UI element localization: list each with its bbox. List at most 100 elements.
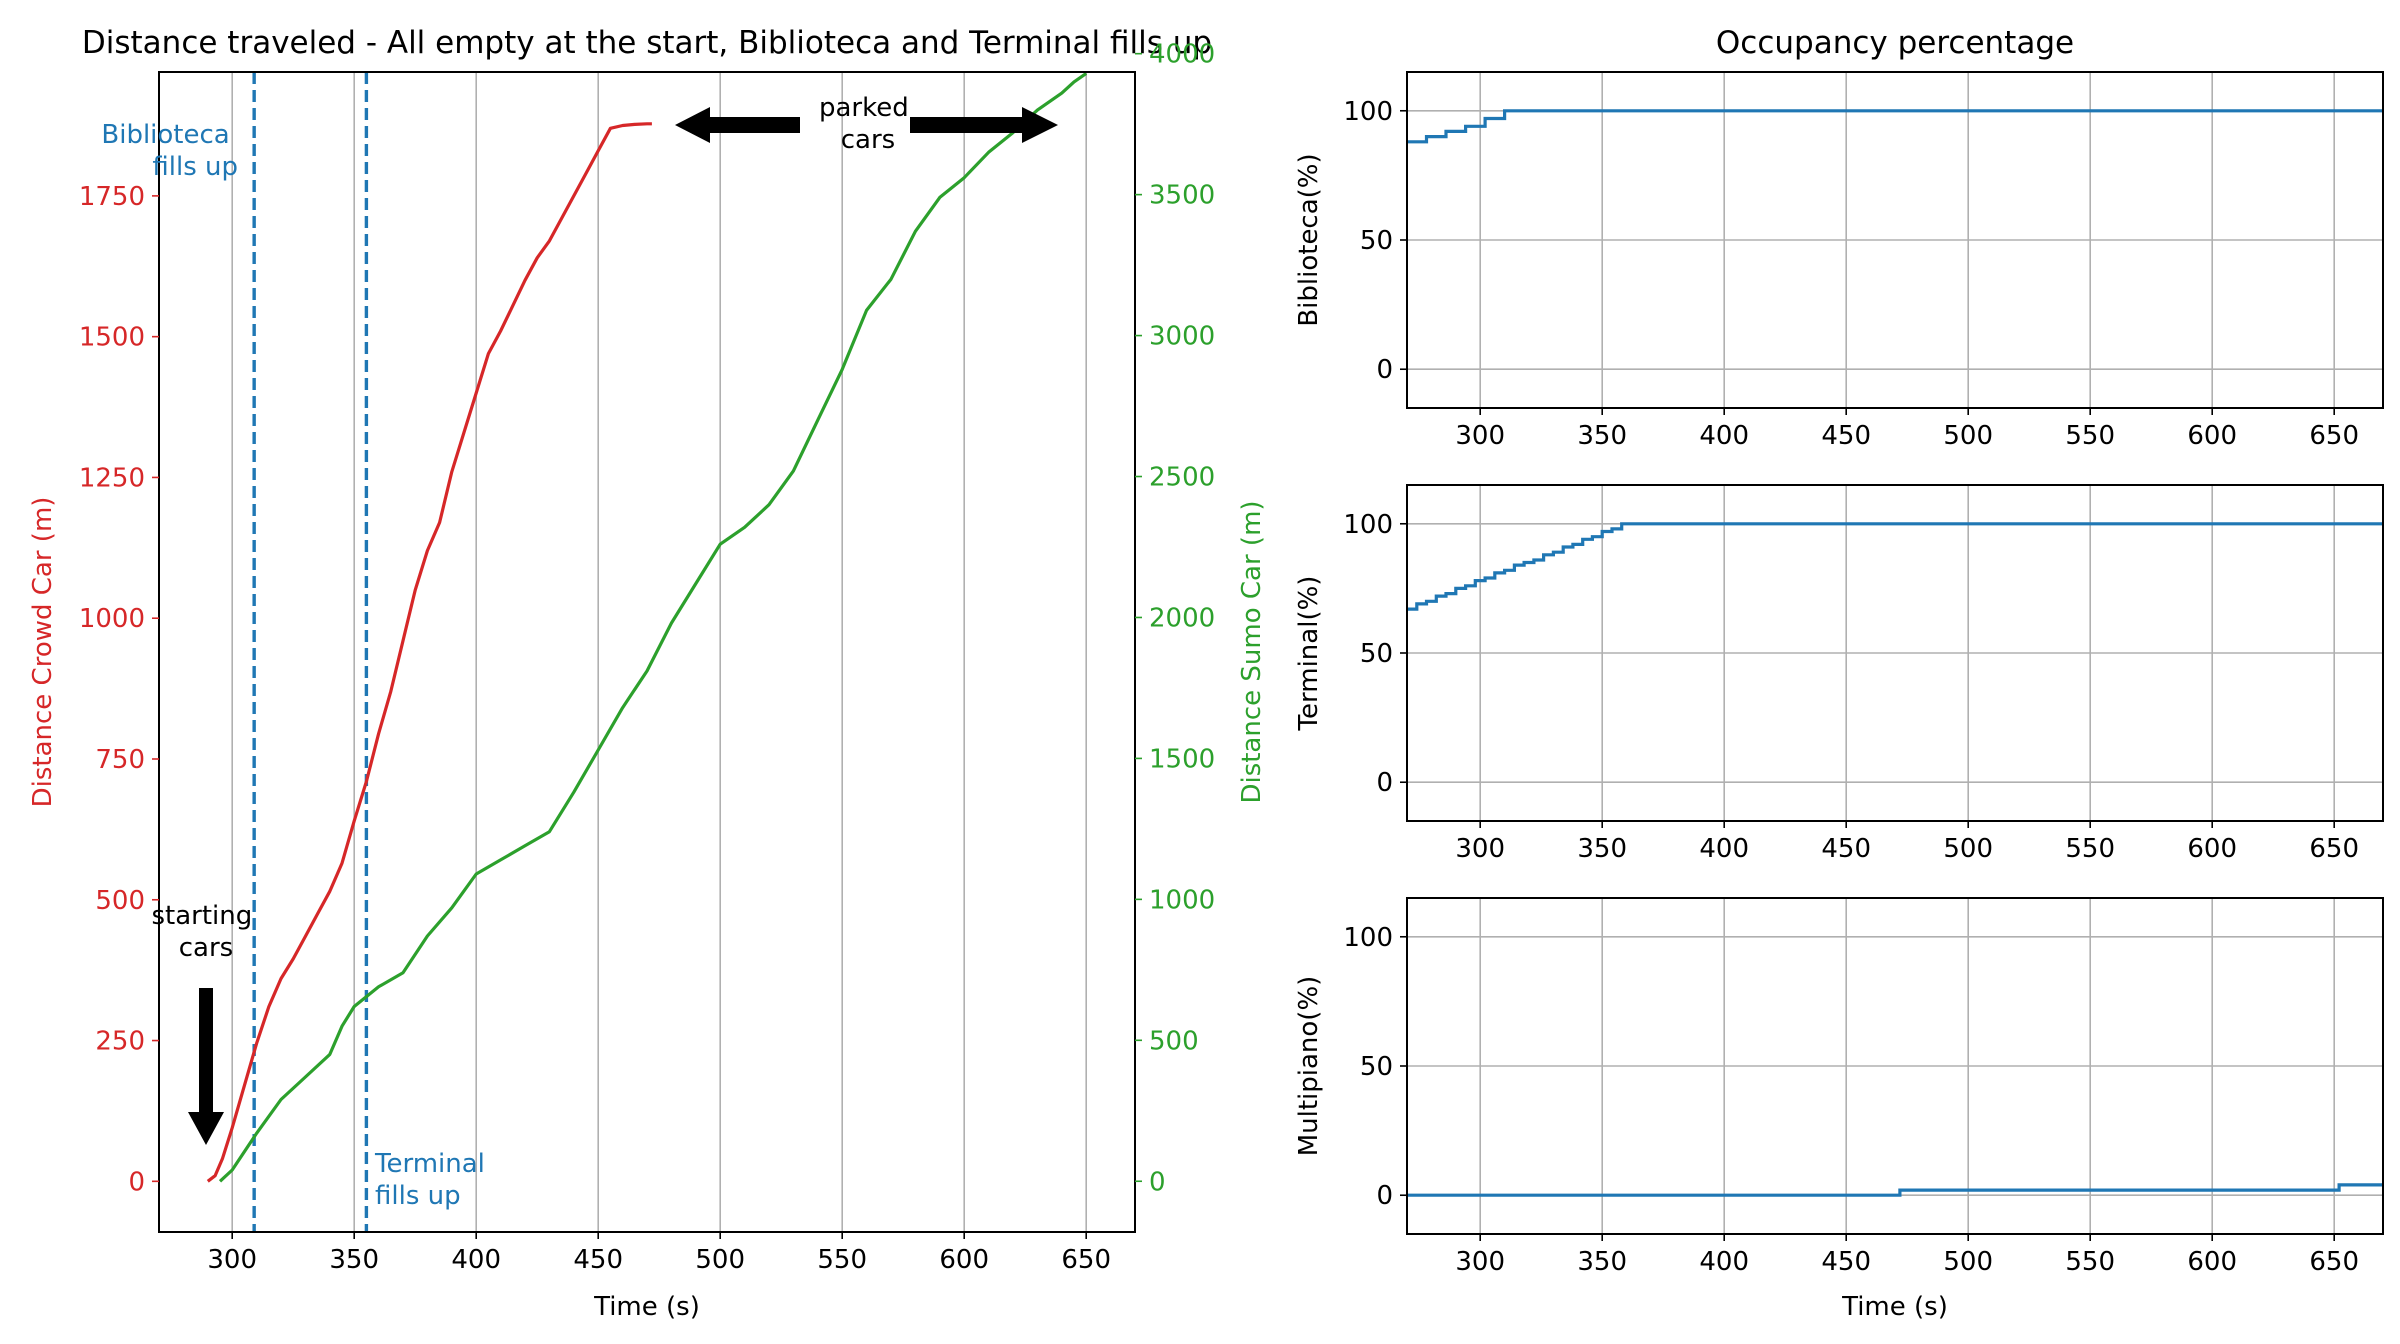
x-tick-label-450: 450: [1821, 834, 1871, 864]
biblioteca-y-ticks: 0 50 100: [1343, 97, 1407, 385]
sumo-y-ticks: 0 500 1000 1500 2000 2500 3000 3500 4000: [1135, 40, 1215, 1197]
occupancy-title: Occupancy percentage: [1716, 25, 2074, 61]
multipiano-occupancy-panel: 300 350 400 450 500 550 600 650 0 50 100 Multipia…: [1294, 897, 2384, 1277]
terminal-annotation: Terminal fills up: [374, 1149, 493, 1211]
crowd-y-tick-label-750: 750: [95, 745, 145, 775]
fill-up-markers: [252, 72, 369, 1232]
crowd-y-tick-label-500: 500: [95, 886, 145, 916]
x-tick-label-300: 300: [1455, 421, 1505, 451]
y-tick-label-50: 50: [1360, 639, 1393, 669]
x-tick-label-500: 500: [1943, 421, 1993, 451]
crowd-y-tick-label-1750: 1750: [79, 182, 145, 212]
terminal-annotation-line-2: fills up: [375, 1181, 461, 1211]
distance-chart: Distance traveled - All empty at the sta…: [28, 25, 1267, 1322]
biblioteca-x-ticks: 300 350 400 450 500 550 600 650: [1455, 408, 2359, 451]
biblioteca-occupancy-panel: 300 350 400 450 500 550 600 650 0 50 100 Bibliote…: [1294, 71, 2384, 451]
terminal-grid: [1407, 485, 2383, 821]
starting-cars-annotation-line-2: cars: [179, 933, 233, 963]
crowd-y-tick-label-250: 250: [95, 1027, 145, 1057]
x-tick-label-350: 350: [1577, 421, 1627, 451]
parked-cars-right-arrow: [910, 107, 1058, 143]
x-tick-label-600: 600: [2187, 834, 2237, 864]
y-tick-label-50: 50: [1360, 226, 1393, 256]
x-tick-label-350: 350: [1577, 834, 1627, 864]
y-tick-label-0: 0: [1376, 768, 1393, 798]
x-tick-label-600: 600: [2187, 1247, 2237, 1277]
terminal-occupancy-panel: 300 350 400 450 500 550 600 650 0 50 100 Terminal…: [1294, 484, 2384, 864]
sumo-y-tick-label-3500: 3500: [1149, 181, 1215, 211]
biblioteca-annotation-line-2: fills up: [152, 152, 238, 182]
x-tick-label-300: 300: [1455, 1247, 1505, 1277]
sumo-y-tick-label-1000: 1000: [1149, 885, 1215, 915]
starting-cars-annotation: starting cars: [151, 901, 260, 963]
biblioteca-grid: [1407, 72, 2383, 408]
sumo-y-tick-label-4000: 4000: [1149, 40, 1215, 70]
starting-cars-annotation-line-1: starting: [151, 901, 252, 931]
y-tick-label-0: 0: [1376, 1181, 1393, 1211]
sumo-y-tick-label-500: 500: [1149, 1026, 1199, 1056]
terminal-x-ticks: 300 350 400 450 500 550 600 650: [1455, 821, 2359, 864]
x-tick-label-350: 350: [1577, 1247, 1627, 1277]
sumo-y-tick-label-1500: 1500: [1149, 744, 1215, 774]
distance-chart-grid: [231, 72, 1087, 1232]
sumo-y-tick-label-3000: 3000: [1149, 322, 1215, 352]
biblioteca-series: [1407, 109, 2383, 144]
crowd-distance-line: [206, 122, 652, 1183]
distance-series: [206, 72, 1088, 1183]
biblioteca-annotation: Biblioteca fills up: [101, 120, 238, 182]
x-tick-label-550: 550: [2065, 834, 2115, 864]
crowd-y-tick-label-0: 0: [128, 1167, 145, 1197]
sumo-y-tick-label-2500: 2500: [1149, 463, 1215, 493]
crowd-y-tick-label-1000: 1000: [79, 604, 145, 634]
crowd-y-axis-label: Distance Crowd Car (m): [28, 497, 58, 808]
x-tick-label-650: 650: [2309, 1247, 2359, 1277]
x-tick-label-300: 300: [1455, 834, 1505, 864]
x-tick-label-500: 500: [1943, 1247, 1993, 1277]
crowd-y-tick-label-1500: 1500: [79, 323, 145, 353]
terminal-annotation-line-1: Terminal: [374, 1149, 485, 1179]
y-tick-label-100: 100: [1343, 923, 1393, 953]
sumo-y-tick-label-0: 0: [1149, 1167, 1166, 1197]
x-tick-label-400: 400: [451, 1245, 501, 1275]
crowd-y-tick-label-1250: 1250: [79, 463, 145, 493]
biblioteca-y-axis-label: Biblioteca(%): [1294, 153, 1324, 326]
x-tick-label-550: 550: [2065, 421, 2115, 451]
occupancy-charts: Occupancy percentage 300 350 400 450 500 550 6…: [1294, 25, 2384, 1322]
x-tick-label-400: 400: [1699, 421, 1749, 451]
distance-chart-frame: [158, 71, 1136, 1233]
x-tick-label-450: 450: [573, 1245, 623, 1275]
occupancy-step-line: [1407, 1183, 2383, 1197]
sumo-y-tick-label-2000: 2000: [1149, 603, 1215, 633]
multipiano-y-axis-label: Multipiano(%): [1294, 976, 1324, 1157]
y-tick-label-50: 50: [1360, 1052, 1393, 1082]
distance-chart-title: Distance traveled - All empty at the sta…: [82, 25, 1212, 61]
x-tick-label-350: 350: [329, 1245, 379, 1275]
occupancy-step-line: [1407, 109, 2383, 144]
x-tick-label-650: 650: [2309, 834, 2359, 864]
parked-cars-left-arrow: [675, 107, 800, 143]
x-tick-label-650: 650: [1061, 1245, 1111, 1275]
parked-cars-annotation-line-1: parked: [819, 93, 909, 123]
x-tick-label-400: 400: [1699, 1247, 1749, 1277]
distance-x-axis-label: Time (s): [593, 1292, 700, 1322]
occupancy-step-line: [1407, 522, 2383, 611]
x-tick-label-500: 500: [695, 1245, 745, 1275]
y-tick-label-0: 0: [1376, 355, 1393, 385]
y-tick-label-100: 100: [1343, 510, 1393, 540]
x-tick-label-550: 550: [2065, 1247, 2115, 1277]
x-tick-label-600: 600: [939, 1245, 989, 1275]
x-tick-label-450: 450: [1821, 1247, 1871, 1277]
x-tick-label-600: 600: [2187, 421, 2237, 451]
terminal-y-axis-label: Terminal(%): [1294, 576, 1324, 732]
multipiano-x-ticks: 300 350 400 450 500 550 600 650: [1455, 1234, 2359, 1277]
sumo-distance-line: [218, 72, 1088, 1183]
terminal-series: [1407, 522, 2383, 611]
distance-x-ticks: 300 350 400 450 500 550 600 650: [207, 1232, 1111, 1275]
x-tick-label-450: 450: [1821, 421, 1871, 451]
biblioteca-annotation-line-1: Biblioteca: [101, 120, 229, 150]
sumo-y-axis-label: Distance Sumo Car (m): [1237, 500, 1267, 803]
multipiano-y-ticks: 0 50 100: [1343, 923, 1407, 1211]
multipiano-grid: [1407, 898, 2383, 1234]
starting-cars-down-arrow: [188, 988, 224, 1145]
